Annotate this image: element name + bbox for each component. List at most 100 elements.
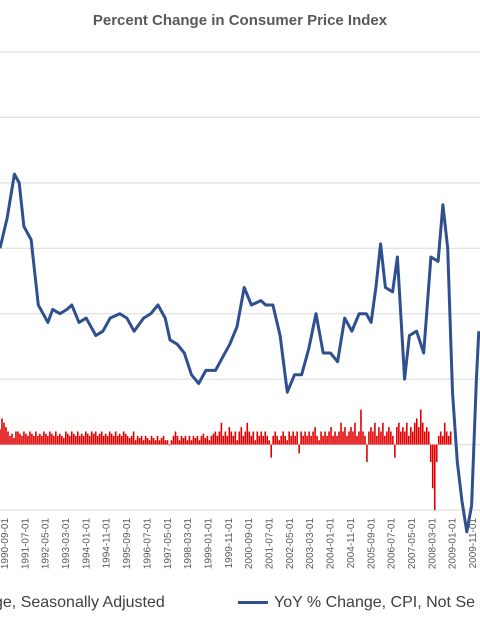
bar [308,431,310,445]
bar [262,435,265,445]
bar [23,431,25,445]
bar [334,431,336,445]
bar [182,438,185,445]
bar [228,427,231,445]
x-tick-label: 1994-11-01 [102,518,113,569]
bar [74,435,77,445]
bar [206,435,209,445]
bar [80,433,83,445]
bar [380,431,382,445]
bar [372,431,374,445]
bar [236,440,239,445]
x-tick-label: 2001-07-01 [265,518,276,570]
bar [270,444,273,458]
bar [160,438,163,445]
x-tick-label: 2006-07-01 [387,518,398,570]
bar [304,431,306,445]
bar-series [0,409,452,510]
bar [27,435,29,445]
bar [352,431,354,445]
bar [402,427,404,445]
bar [344,427,346,445]
bar [100,431,103,445]
bar [41,435,43,445]
bar [13,438,15,445]
bar [328,431,330,445]
x-tick-label: 1999-11-01 [224,518,235,569]
bar [84,431,87,445]
bar [154,440,157,445]
x-tick-label: 1991-07-01 [20,518,31,570]
chart-title: Percent Change in Consumer Price Index [92,12,388,29]
bar [435,444,438,463]
bar [268,440,271,445]
bar [437,435,440,445]
bar [57,435,59,445]
bar [370,427,372,445]
x-tick-label: 1994-01-01 [81,518,92,570]
bar [439,431,442,445]
legend-label-line: YoY % Change, CPI, Not Se [274,594,476,611]
bar [350,427,352,445]
bar [19,433,21,445]
bar [423,431,426,445]
bar [96,435,99,445]
bar [102,435,105,445]
bar [340,422,342,445]
bar [330,427,332,445]
bar [272,435,275,445]
bar [222,435,225,445]
bar [244,431,247,445]
bar [413,422,416,445]
bar [186,440,189,445]
bar [196,435,199,445]
bar [246,422,249,445]
bar [366,444,368,463]
bar [218,431,221,445]
bar [140,435,143,445]
x-tick-label: 2003-03-01 [305,518,316,570]
bar [51,433,53,445]
bar [406,422,408,445]
bar [441,435,444,445]
bar [92,433,95,445]
bar [31,433,33,445]
bar [398,422,400,445]
bar [148,440,151,445]
bar [346,435,348,445]
bar [29,431,31,445]
bar [356,435,358,445]
x-tick-label: 1993-03-01 [61,518,72,570]
bar [232,435,235,445]
bar [35,431,37,445]
bar [166,440,169,445]
bar [53,435,55,445]
bar [230,431,233,445]
bar [390,431,392,445]
bar [172,435,175,445]
bar [25,433,27,445]
x-tick-label: 2004-11-01 [346,518,357,569]
bar [208,440,211,445]
x-tick-label: 2009-01-01 [448,518,459,570]
bar [324,431,326,445]
bar [210,435,213,445]
bar [17,431,19,445]
bar [290,435,292,445]
x-tick-label: 1998-03-01 [183,518,194,570]
bar [429,444,432,463]
bar [43,431,45,445]
bar [280,435,282,445]
bar [116,435,119,445]
bar [408,435,410,445]
bar [404,431,406,445]
bar [288,431,290,445]
bar [76,431,79,445]
bar [332,435,334,445]
bar [110,433,113,445]
bar [162,435,165,445]
bar [392,435,394,445]
bar [294,435,296,445]
bar [82,435,85,445]
